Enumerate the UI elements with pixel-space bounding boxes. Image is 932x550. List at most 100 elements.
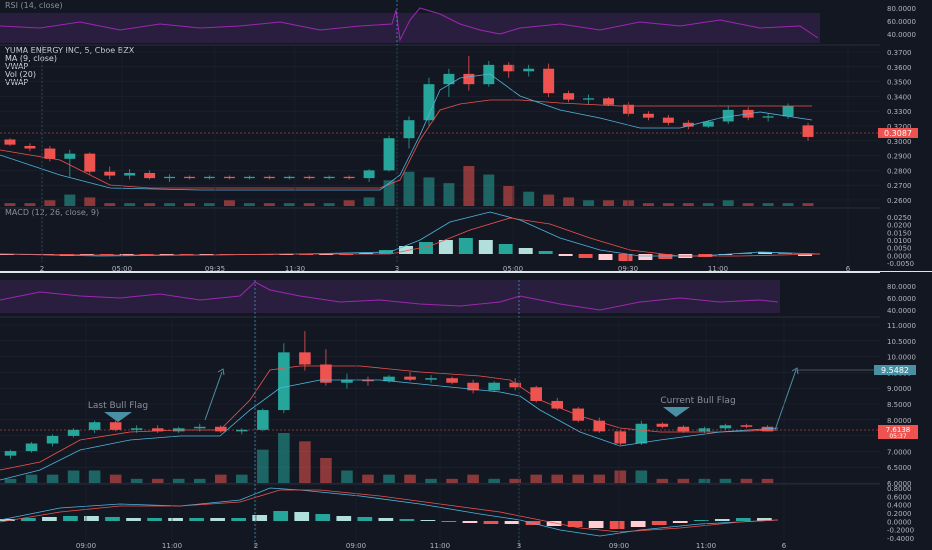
bottom-candle-body-12 [257, 410, 269, 430]
bottom-volume [4, 433, 774, 483]
bottom-volume-bar-15 [320, 458, 332, 483]
bottom-candle-body-29 [614, 431, 627, 444]
bottom-candle-body-27 [572, 408, 585, 421]
current-bull-flag-label: Current Bull Flag [660, 396, 735, 406]
bottom-macd-bar-7 [147, 518, 162, 521]
last-bull-flag-arrow-icon [104, 412, 132, 422]
bottom-macd-bar-30 [630, 521, 646, 527]
bottom-volume-bar-10 [215, 474, 227, 483]
bottom-price-badge: 7.6138 [886, 426, 911, 434]
bottom-candle-body-0 [4, 451, 17, 456]
top-volume-bar-23 [463, 166, 475, 206]
top-macd-bar-23 [458, 238, 473, 254]
bottom-volume-bar-28 [593, 474, 606, 483]
top-candle-body-29 [583, 98, 595, 100]
top-macd-bar-7 [139, 254, 154, 255]
top-candle-body-28 [563, 93, 575, 100]
bottom-volume-bar-0 [4, 478, 17, 483]
bottom-candle-body-15 [320, 364, 332, 383]
bottom-time-tick-3: 09:00 [346, 542, 366, 550]
top-candle-body-5 [104, 171, 116, 176]
bottom-macd-bar-23 [483, 521, 499, 524]
top-volume-bar-36 [722, 200, 734, 206]
bottom-price-tick-1: 10.5000 [887, 338, 916, 346]
bottom-volume-bar-12 [257, 449, 269, 483]
top-volume-bar-9 [184, 203, 196, 206]
bottom-macd-bar-31 [651, 521, 667, 525]
bottom-time-tick-0: 09:00 [76, 542, 96, 550]
top-candle-body-8 [164, 176, 176, 179]
top-time-tick-5: 05:00 [503, 265, 523, 273]
top-candle-body-26 [523, 68, 535, 72]
top-macd-tick-3: 0.0100 [887, 237, 912, 245]
bottom-macd-line [0, 487, 779, 537]
top-candle-body-11 [223, 176, 235, 179]
bottom-macd-tick-2: 0.4000 [887, 502, 912, 510]
top-time-axis: 2 05:00 09:35 11:30 3 05:00 09:30 11:00 6 [40, 45, 851, 273]
top-price-tick-2: 0.3500 [887, 79, 912, 87]
bottom-candle-body-2 [46, 435, 59, 444]
top-macd-bar-30 [598, 254, 613, 260]
bottom-volume-bar-22 [467, 474, 479, 483]
top-candle-body-7 [144, 172, 156, 179]
top-price-tick-4: 0.3300 [887, 108, 912, 116]
bottom-price-tick-9: 6.5000 [887, 464, 912, 472]
top-macd-tick-0: 0.0250 [887, 214, 912, 222]
bottom-ma-line [0, 365, 779, 471]
top-volume-bar-31 [622, 200, 634, 206]
top-macd-tick-6: -0.0050 [887, 260, 914, 268]
top-volume-bar-2 [44, 200, 56, 206]
bottom-macd-bar-10 [210, 518, 225, 521]
bottom-time-tick-6: 09:00 [609, 542, 629, 550]
bottom-volume-bar-35 [740, 478, 753, 483]
top-time-tick-3: 11:30 [285, 265, 305, 273]
bottom-macd-bar-27 [567, 521, 583, 527]
top-time-tick-1: 05:00 [112, 265, 132, 273]
top-volume [4, 166, 814, 206]
bottom-target-badge: 9.5482 [881, 366, 909, 375]
top-candle-body-2 [44, 148, 56, 159]
top-macd-bar-25 [498, 244, 513, 254]
bottom-price-tick-2: 10.0000 [887, 354, 916, 362]
bottom-macd-bar-0 [0, 519, 15, 521]
top-volume-bar-39 [782, 203, 794, 206]
top-macd-bar-20 [399, 246, 413, 254]
top-volume-bar-16 [323, 203, 335, 206]
top-volume-bar-20 [403, 171, 415, 206]
top-macd-label: MACD (12, 26, close, 9) [5, 208, 99, 217]
bottom-price-tick-4: 9.0000 [887, 385, 912, 393]
top-macd-bar-37 [738, 253, 753, 254]
top-time-tick-6: 09:30 [618, 265, 638, 273]
bottom-volume-bar-31 [656, 478, 669, 483]
bottom-macd-bar-26 [546, 521, 562, 526]
top-volume-bar-24 [483, 174, 495, 206]
top-volume-bar-33 [662, 203, 674, 206]
bottom-candle-body-13 [278, 352, 290, 411]
current-bull-flag-arrow-icon [663, 407, 690, 417]
top-macd-bar-32 [638, 254, 653, 260]
top-legend-line-4: VWAP [5, 78, 28, 87]
top-macd-tick-2: 0.0150 [887, 229, 912, 237]
bottom-macd-bar-33 [693, 520, 709, 521]
bottom-volume-bar-19 [404, 474, 416, 483]
top-price-grid [0, 51, 880, 201]
bottom-time-tick-5: 3 [517, 542, 521, 550]
bottom-time-tick-8: 6 [782, 542, 787, 550]
bottom-candle-body-24 [509, 382, 521, 388]
top-macd-bar-18 [359, 253, 374, 254]
top-candle-body-38 [762, 116, 774, 118]
bottom-candle-body-16 [341, 379, 353, 383]
bottom-volume-bar-7 [151, 478, 164, 483]
bottom-macd-bar-2 [42, 517, 57, 521]
bottom-price-badge-sub: 05:37 [889, 433, 906, 440]
bottom-candle-body-6 [130, 428, 143, 430]
top-candle-body-4 [84, 153, 96, 172]
bottom-macd-bar-6 [126, 518, 141, 521]
top-macd-bar-21 [418, 242, 433, 254]
top-volume-bar-3 [64, 194, 76, 206]
bottom-volume-bar-24 [509, 478, 521, 483]
top-axis-labels: 80.0000 60.0000 40.0000 0.3700 0.3600 0.3500 0… [887, 5, 916, 268]
bottom-volume-bar-17 [362, 474, 374, 483]
